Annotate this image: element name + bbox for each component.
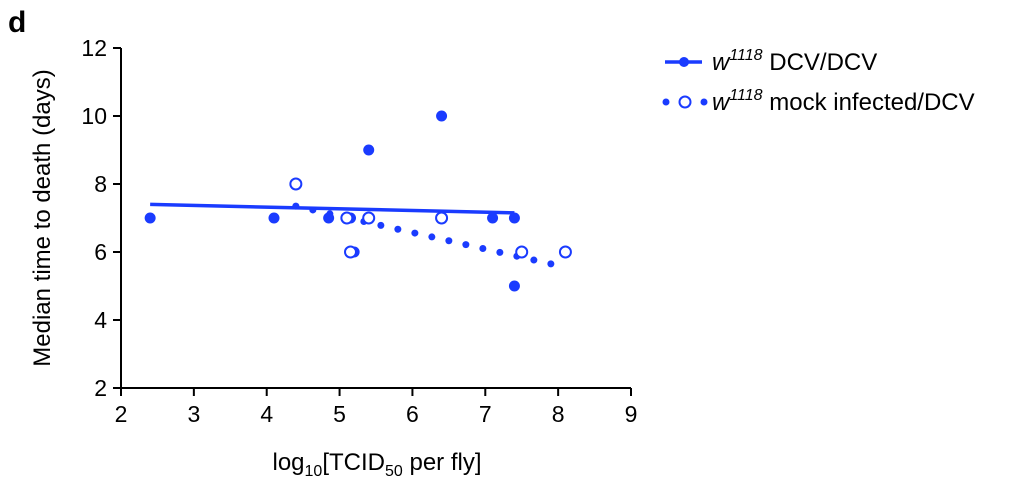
trendline-dot: [496, 248, 504, 256]
x-axis-title: log10[TCID50 per fly]: [273, 449, 482, 479]
x-tick-label: 6: [406, 401, 419, 427]
trendline-dot: [292, 202, 300, 210]
y-tick-label: 12: [81, 35, 107, 61]
data-point-open: [289, 177, 303, 191]
data-point-filled: [508, 280, 520, 292]
panel-label: d: [8, 6, 27, 39]
y-tick-label: 6: [94, 239, 107, 265]
data-point-filled: [436, 110, 448, 122]
trendline-dot: [394, 225, 402, 233]
legend-swatch-dot: [700, 98, 708, 106]
data-point-filled: [508, 212, 520, 224]
axes: 2 4 6 8 10 12 2 3 4 5 6 7 8 9: [81, 35, 637, 427]
x-tick-label: 3: [187, 401, 200, 427]
x-tick-label: 8: [552, 401, 565, 427]
trendline-dot: [462, 241, 470, 249]
data-point-open: [344, 245, 357, 259]
trendline-dot: [479, 244, 487, 252]
data-point-filled: [144, 212, 156, 224]
legend-series-name: mock infected/DCV: [769, 89, 974, 116]
y-tick-label: 2: [94, 375, 107, 401]
x-axis-title-mid: [TCID: [322, 449, 385, 476]
x-tick-label: 2: [115, 401, 128, 427]
trendline-dot: [547, 260, 555, 268]
trendline-dot: [428, 233, 436, 241]
y-axis-title: Median time to death (days): [29, 69, 56, 366]
legend-series-name: DCV/DCV: [769, 49, 877, 76]
legend-genotype-sup: 1118: [729, 87, 762, 104]
trendline-solid: [150, 202, 515, 215]
y-tick-label: 8: [94, 171, 107, 197]
data-point-open: [362, 211, 376, 225]
data-point-filled: [487, 212, 499, 224]
x-axis-title-sub2: 50: [385, 463, 403, 479]
x-tick-label: 4: [260, 401, 273, 427]
legend-swatch-dot: [662, 98, 670, 106]
y-tick-label: 4: [94, 307, 107, 333]
data-point-filled: [363, 144, 375, 156]
x-tick-label: 9: [625, 401, 638, 427]
legend-genotype: w: [712, 49, 731, 76]
legend-item-mock: w1118 mock infected/DCV: [662, 87, 975, 116]
data-point-open: [558, 245, 572, 259]
data-point-open: [340, 211, 354, 225]
trendline-dot: [445, 237, 453, 245]
x-tick-label: 7: [479, 401, 492, 427]
data-point-filled: [268, 212, 280, 224]
data-point-open: [515, 245, 529, 259]
legend-swatch-filled-marker: [679, 57, 689, 67]
x-axis-title-main: log: [273, 449, 305, 476]
trendline-dot: [530, 256, 538, 264]
trendline-dot: [377, 221, 385, 229]
x-axis-title-sub1: 10: [305, 463, 323, 479]
legend: w1118 DCV/DCV w1118 mock infected/DCV: [662, 47, 975, 116]
data-point-filled: [323, 212, 335, 224]
legend-label-dcv: w1118 DCV/DCV: [712, 47, 877, 76]
data-point-open: [435, 211, 449, 225]
legend-label-mock: w1118 mock infected/DCV: [712, 87, 975, 116]
data-points: [144, 110, 572, 292]
x-tick-label: 5: [333, 401, 346, 427]
legend-swatch-open-marker: [678, 95, 692, 109]
legend-genotype-sup: 1118: [729, 47, 762, 64]
y-tick-label: 10: [81, 103, 107, 129]
legend-item-dcv: w1118 DCV/DCV: [665, 47, 877, 76]
trendline-dot: [411, 229, 419, 237]
legend-genotype: w: [712, 89, 731, 116]
x-axis-title-tail: per fly]: [403, 449, 482, 476]
trendline-dot: [309, 206, 317, 214]
